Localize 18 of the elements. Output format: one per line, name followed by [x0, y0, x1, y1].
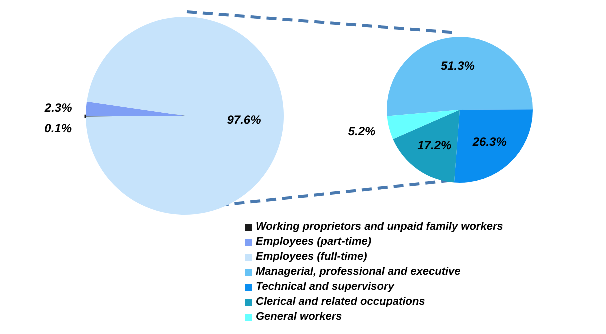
data-label: 5.2%: [348, 124, 376, 139]
data-label: 51.3%: [440, 59, 476, 74]
data-label: 26.3%: [472, 135, 508, 150]
pie-slice: [387, 110, 460, 140]
legend-label: Employees (part-time): [256, 235, 372, 250]
legend-label: Clerical and related occupations: [256, 295, 426, 310]
data-label: 0.1%: [44, 121, 72, 136]
data-label: 97.6%: [227, 113, 262, 128]
legend-label: Employees (full-time): [256, 250, 368, 265]
legend-label: Managerial, professional and executive: [256, 265, 461, 280]
legend-label: General workers: [256, 310, 342, 325]
data-label: 17.2%: [418, 138, 452, 153]
legend-label: Technical and supervisory: [256, 280, 394, 295]
legend-label: Working proprietors and unpaid family workers: [256, 220, 504, 235]
pie-slice: [393, 110, 460, 183]
data-label: 2.3%: [44, 100, 73, 115]
pie-slice: [387, 37, 533, 116]
pie-slice: [454, 110, 533, 183]
